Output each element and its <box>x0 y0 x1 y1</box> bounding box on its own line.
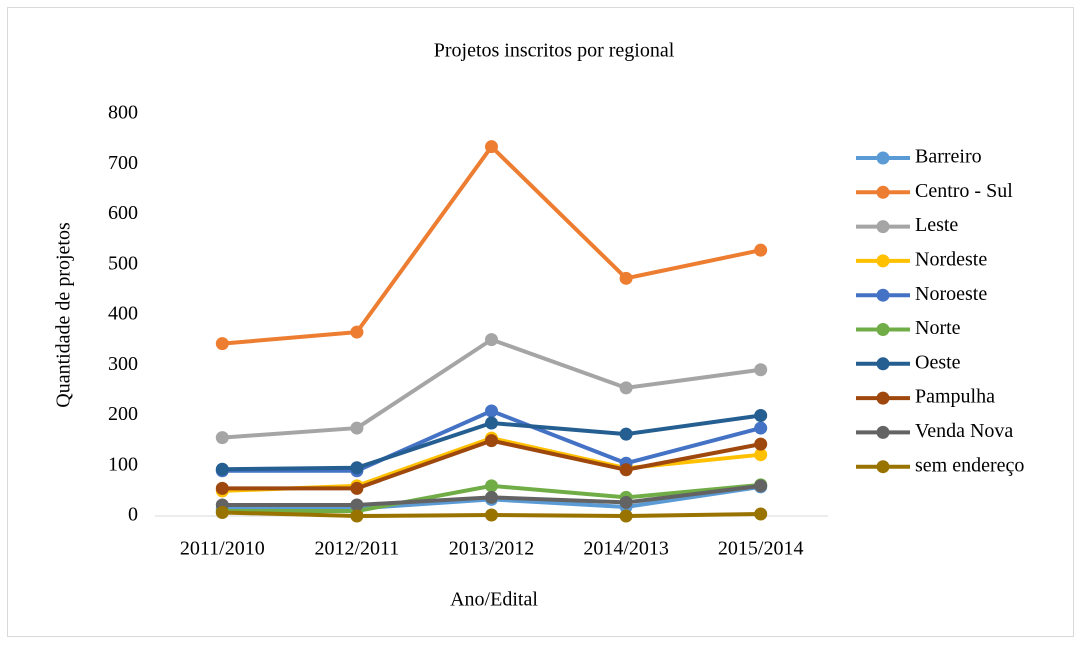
data-point <box>350 461 364 475</box>
y-tick-label: 500 <box>108 252 138 274</box>
data-point <box>754 243 768 257</box>
data-point <box>350 481 364 495</box>
legend-label: Venda Nova <box>915 420 1013 442</box>
data-point <box>619 381 633 395</box>
data-point <box>619 427 633 441</box>
data-point <box>215 431 229 445</box>
legend-label: Nordeste <box>915 248 987 270</box>
data-point <box>485 490 498 504</box>
legend-marker <box>876 254 890 268</box>
data-point <box>350 421 364 435</box>
data-point <box>485 434 498 448</box>
data-point <box>619 271 633 285</box>
y-tick-label: 400 <box>108 303 138 325</box>
legend-label: Centro - Sul <box>915 180 1013 202</box>
legend-marker <box>876 425 890 439</box>
legend-label: Barreiro <box>915 146 982 168</box>
y-tick-label: 300 <box>108 353 138 375</box>
y-tick-label: 200 <box>108 403 138 425</box>
data-point <box>215 505 229 519</box>
legend-marker <box>876 460 890 474</box>
data-point <box>619 463 633 477</box>
data-point <box>485 508 498 522</box>
data-point <box>485 416 498 430</box>
data-point <box>754 363 768 377</box>
chart-title: Projetos inscritos por regional <box>434 40 675 62</box>
y-tick-label: 800 <box>108 102 138 124</box>
data-point <box>350 509 364 523</box>
data-point <box>754 448 768 462</box>
data-point <box>215 337 229 351</box>
x-tick-label: 2012/2011 <box>314 538 399 560</box>
legend-marker <box>876 151 890 165</box>
data-point <box>485 479 498 493</box>
x-tick-label: 2014/2013 <box>583 538 669 560</box>
data-point <box>350 325 364 339</box>
x-tick-label: 2015/2014 <box>718 538 804 560</box>
data-point <box>215 481 229 495</box>
data-point <box>485 140 498 154</box>
y-tick-label: 0 <box>128 504 138 526</box>
data-point <box>215 462 229 476</box>
legend-marker <box>876 391 890 405</box>
data-point <box>754 437 768 451</box>
legend-marker <box>876 357 890 371</box>
data-point <box>619 495 633 509</box>
legend-label: Norte <box>915 317 961 339</box>
legend-label: Oeste <box>915 351 961 373</box>
x-axis-label: Ano/Edital <box>450 589 538 611</box>
legend-label: sem endereço <box>915 454 1024 476</box>
legend-label: Pampulha <box>915 386 995 408</box>
y-tick-label: 700 <box>108 152 138 174</box>
chart-border <box>7 7 1074 637</box>
data-point <box>754 409 768 422</box>
y-tick-label: 100 <box>108 453 138 475</box>
y-axis-label: Quantidade de projetos <box>53 222 75 408</box>
y-tick-label: 600 <box>108 202 138 224</box>
x-tick-label: 2013/2012 <box>449 538 535 560</box>
legend-label: Noroeste <box>915 283 987 305</box>
data-point <box>485 333 498 347</box>
legend-marker <box>876 220 890 234</box>
legend-label: Leste <box>915 214 958 236</box>
x-tick-label: 2011/2010 <box>180 538 265 560</box>
legend-marker <box>876 288 890 302</box>
legend-marker <box>876 323 890 336</box>
data-point <box>754 479 768 493</box>
data-point <box>754 507 768 521</box>
legend-marker <box>876 185 890 199</box>
data-point <box>350 498 364 512</box>
data-point <box>485 404 498 418</box>
data-point <box>619 509 633 523</box>
data-point <box>754 421 768 435</box>
